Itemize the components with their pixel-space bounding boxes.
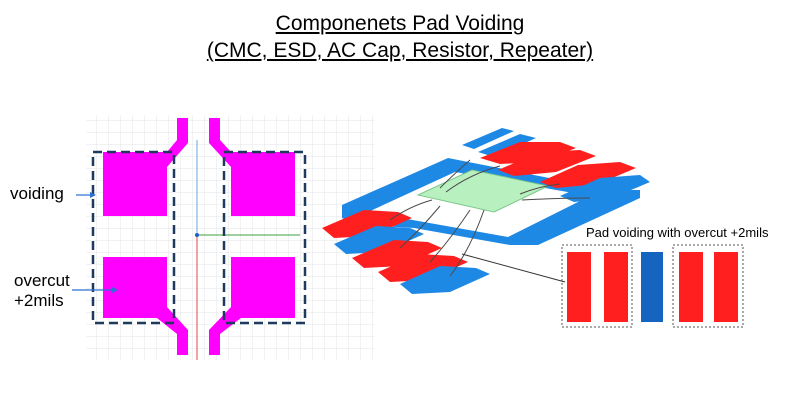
inset-red-pad-1 xyxy=(567,252,591,322)
inset-blue-pad xyxy=(641,252,663,322)
pad-bottom-left xyxy=(103,257,188,355)
red-lead-6 xyxy=(378,254,468,282)
pad-bottom-right xyxy=(209,257,295,355)
blue-lead-4 xyxy=(334,226,424,254)
blue-lead-2 xyxy=(478,134,536,157)
package-3d-view xyxy=(322,128,650,294)
pad-top-right xyxy=(209,118,295,216)
inset-leader-line xyxy=(461,253,566,283)
pad-top-left xyxy=(103,118,188,216)
origin-marker xyxy=(195,233,199,237)
inset-diagram xyxy=(561,244,744,328)
red-lead-1 xyxy=(480,142,576,164)
red-lead-5 xyxy=(352,240,442,268)
voiding-arrowhead xyxy=(90,192,96,198)
overcut-label-line-2: +2mils xyxy=(14,291,64,310)
title-block: Componenets Pad Voiding (CMC, ESD, AC Ca… xyxy=(0,10,800,64)
bond-wires xyxy=(389,159,591,277)
pad-layout xyxy=(72,115,374,360)
overcut-label-line-1: overcut xyxy=(14,271,70,290)
title-line-2: (CMC, ESD, AC Cap, Resistor, Repeater) xyxy=(206,39,594,62)
overcut-arrowhead xyxy=(112,287,118,293)
blue-lead-3 xyxy=(560,175,650,202)
inset-red-pad-4 xyxy=(714,252,738,322)
red-lead-4 xyxy=(322,210,412,238)
red-lead-3 xyxy=(540,162,636,188)
title-line-1: Componenets Pad Voiding xyxy=(275,12,525,35)
red-lead-2 xyxy=(498,150,596,176)
inset-red-pad-2 xyxy=(604,252,628,322)
inset-red-pad-3 xyxy=(679,252,703,322)
voiding-label: voiding xyxy=(10,184,64,203)
inset-caption: Pad voiding with overcut +2mils xyxy=(586,225,769,240)
blue-lead-1 xyxy=(462,128,514,149)
blue-lead-5 xyxy=(400,266,490,294)
